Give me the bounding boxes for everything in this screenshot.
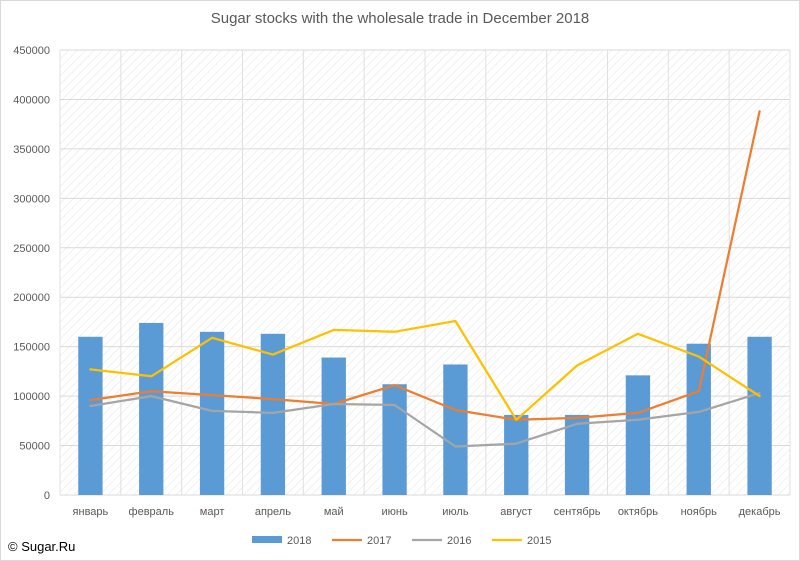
bar-2018 [564,414,590,495]
y-tick-label: 50000 [19,441,50,453]
y-tick-label: 350000 [13,144,50,156]
bar-2018 [686,343,711,495]
y-tick-label: 100000 [13,391,50,403]
copyright-text: © Sugar.Ru [8,539,76,554]
x-tick-label: май [324,506,344,518]
x-tick-label: июль [442,506,469,518]
x-tick-label: март [200,506,225,518]
y-tick-label: 450000 [13,45,50,57]
y-tick-label: 250000 [13,243,50,255]
y-tick-label: 400000 [13,94,50,106]
legend-label-2018: 2018 [287,535,311,547]
x-tick-label: октябрь [618,506,658,518]
bar-2018 [321,357,346,495]
legend-label-2015: 2015 [527,535,551,547]
y-tick-label: 0 [44,490,50,502]
bar-2018 [260,333,286,495]
y-tick-label: 200000 [13,292,50,304]
line-series-2017 [89,110,761,421]
y-tick-label: 150000 [13,342,50,354]
line-series-2015 [89,319,761,421]
line-series-2016 [89,391,761,448]
x-tick-label: апрель [255,506,291,518]
legend-label-2017: 2017 [367,535,391,547]
bar-2018 [199,331,225,495]
bar-2018 [443,364,468,495]
bar-2018 [625,375,651,495]
bar-2018 [78,336,103,495]
x-tick-label: август [500,506,532,518]
legend-label-2016: 2016 [447,535,471,547]
chart-title: Sugar stocks with the wholesale trade in… [210,10,590,27]
x-tick-label: июнь [381,506,407,518]
x-tick-label: декабрь [739,506,781,518]
bar-2018 [382,384,407,495]
y-tick-label: 300000 [13,193,50,205]
x-tick-label: сентябрь [554,506,601,518]
x-tick-label: ноябрь [681,506,718,518]
x-tick-label: февраль [129,506,175,518]
x-tick-label: январь [73,506,109,518]
bar-2018 [747,336,772,495]
legend-swatch-2018 [252,536,282,543]
bar-2018 [139,322,164,495]
bar-2018 [504,414,529,495]
